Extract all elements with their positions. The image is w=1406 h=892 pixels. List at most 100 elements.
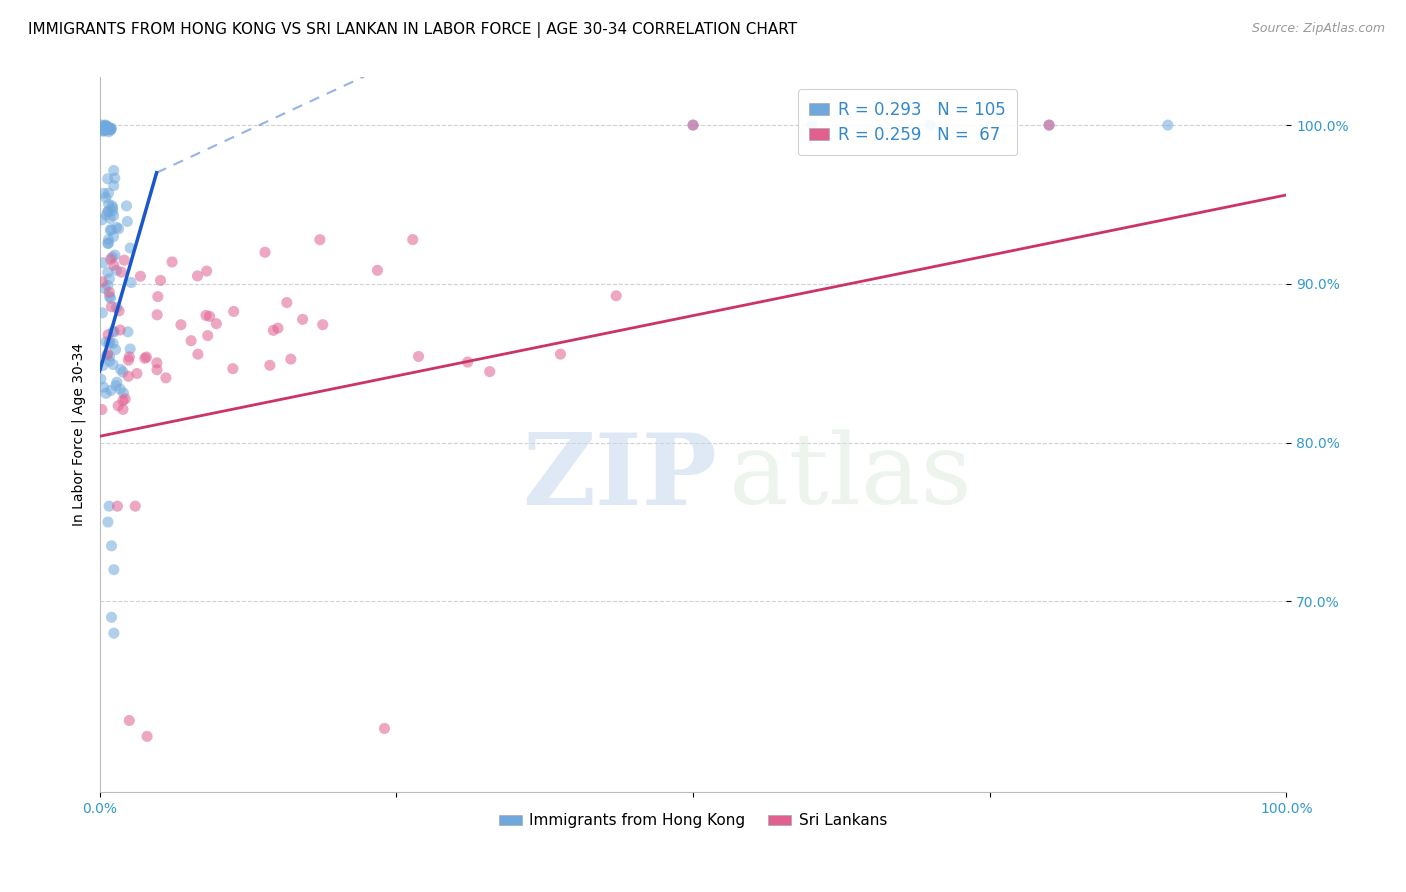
Point [117, 353, 139, 368]
Point [222, 304, 245, 318]
Point [93, 281, 115, 295]
Point [120, 276, 142, 290]
Point [146, 356, 169, 370]
Point [107, 499, 129, 513]
Point [97, 122, 120, 136]
Point [101, 203, 124, 218]
Point [100, 291, 122, 305]
Point [96, 120, 118, 134]
Point [98, 285, 121, 300]
Text: Source: ZipAtlas.com: Source: ZipAtlas.com [1251, 22, 1385, 36]
Point [550, 347, 572, 361]
Point [90, 118, 112, 132]
Point [111, 365, 134, 379]
Point [103, 209, 125, 223]
Point [100, 223, 122, 237]
Point [478, 365, 501, 379]
Point [98, 121, 121, 136]
Point [187, 347, 209, 361]
Point [457, 355, 479, 369]
Point [90, 372, 112, 386]
Point [100, 121, 122, 136]
Point [93, 380, 115, 394]
Point [108, 323, 131, 337]
Point [104, 343, 127, 357]
Point [91, 255, 114, 269]
Point [110, 382, 132, 396]
Point [105, 301, 128, 315]
Point [90, 402, 112, 417]
Point [108, 304, 131, 318]
Point [96, 121, 118, 136]
Point [96, 119, 118, 133]
Point [98, 499, 121, 513]
Point [103, 163, 125, 178]
Point [97, 197, 120, 211]
Point [94, 123, 117, 137]
Point [94, 122, 117, 136]
Point [170, 318, 193, 332]
Point [101, 358, 124, 372]
Point [291, 312, 314, 326]
Point [309, 233, 332, 247]
Point [103, 626, 125, 640]
Point [120, 342, 142, 356]
Point [149, 273, 172, 287]
Point [94, 118, 117, 132]
Point [98, 272, 121, 286]
Point [100, 252, 122, 267]
Y-axis label: In Labor Force | Age 30-34: In Labor Force | Age 30-34 [72, 343, 86, 526]
Point [100, 384, 122, 398]
Point [101, 324, 124, 338]
Point [110, 265, 132, 279]
Legend: Immigrants from Hong Kong, Sri Lankans: Immigrants from Hong Kong, Sri Lankans [492, 807, 893, 834]
Point [222, 361, 245, 376]
Point [259, 359, 281, 373]
Point [110, 362, 132, 376]
Point [129, 269, 152, 284]
Point [117, 325, 139, 339]
Point [101, 201, 124, 215]
Point [186, 268, 208, 283]
Point [105, 376, 128, 390]
Point [93, 119, 115, 133]
Point [97, 204, 120, 219]
Point [97, 236, 120, 251]
Point [98, 211, 121, 226]
Point [98, 349, 121, 363]
Point [90, 213, 112, 227]
Point [100, 610, 122, 624]
Point [98, 223, 121, 237]
Point [146, 290, 169, 304]
Point [112, 386, 135, 401]
Point [135, 350, 157, 364]
Point [100, 300, 122, 314]
Point [146, 363, 169, 377]
Point [91, 306, 114, 320]
Text: ZIP: ZIP [522, 429, 717, 526]
Point [408, 350, 430, 364]
Point [98, 335, 121, 350]
Point [104, 378, 127, 392]
Point [103, 229, 125, 244]
Point [100, 539, 122, 553]
Point [117, 369, 139, 384]
Point [280, 352, 302, 367]
Point [104, 171, 127, 186]
Point [107, 399, 129, 413]
Point [1157, 118, 1180, 132]
Point [98, 354, 121, 368]
Point [91, 359, 114, 373]
Point [120, 241, 142, 255]
Point [117, 214, 139, 228]
Point [103, 325, 125, 339]
Text: atlas: atlas [728, 430, 972, 525]
Point [90, 122, 112, 136]
Point [111, 393, 134, 408]
Point [96, 349, 118, 363]
Point [262, 323, 284, 337]
Point [97, 171, 120, 186]
Point [118, 350, 141, 364]
Point [98, 289, 121, 303]
Point [97, 186, 120, 201]
